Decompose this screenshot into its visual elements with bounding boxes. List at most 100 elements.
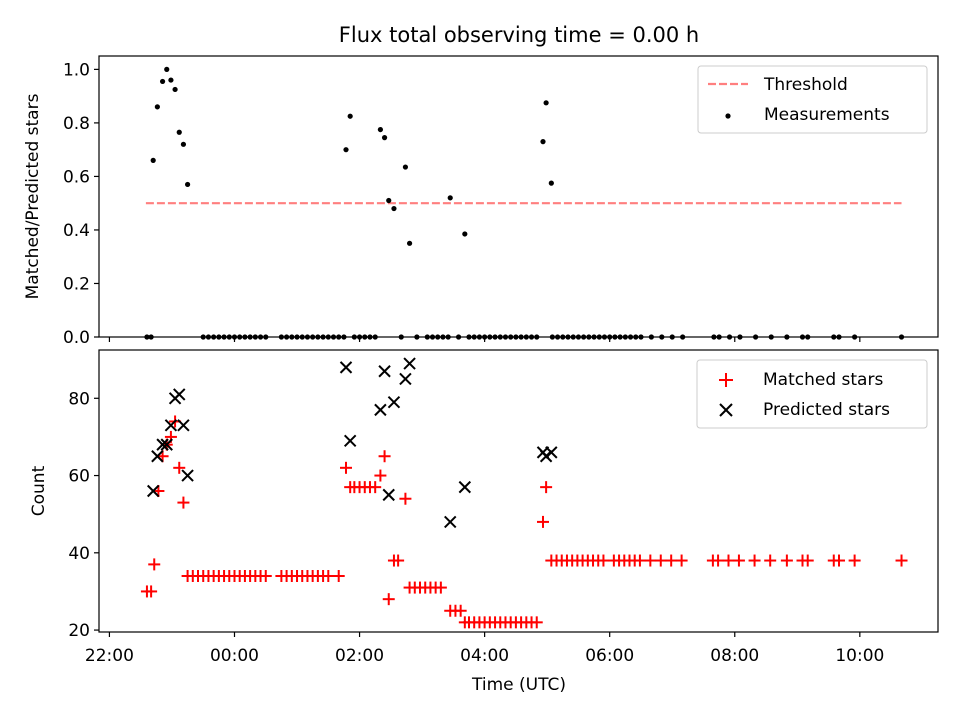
measurement-point	[377, 126, 384, 133]
bottom-x-tick-label: 22:00	[85, 646, 134, 666]
predicted-star-point	[378, 365, 391, 378]
predicted-star-point	[160, 438, 173, 451]
matched-star-point	[259, 569, 272, 582]
bottom-y-tick-label: 20	[68, 621, 90, 641]
matched-star-point	[148, 558, 161, 571]
matched-star-point	[732, 554, 745, 567]
matched-star-point	[722, 554, 735, 567]
predicted-star-point	[156, 438, 169, 451]
legend-measurements-label: Measurements	[764, 105, 890, 125]
predicted-star-point	[382, 488, 395, 502]
predicted-star-point	[403, 357, 416, 370]
top-y-axis: 0.0 0.2 0.4 0.6 0.8 1.0	[63, 60, 99, 348]
measurement-point	[164, 66, 170, 72]
measurement-point	[406, 240, 413, 246]
legend-matched-swatch	[719, 373, 733, 387]
bottom-x-axis-label: Time (UTC)	[471, 675, 566, 695]
predicted-star-point	[151, 450, 164, 463]
measurement-point	[381, 135, 388, 141]
bottom-x-tick-label: 04:00	[460, 646, 509, 666]
legend-matched-label: Matched stars	[763, 370, 883, 390]
matched-star-point	[848, 554, 861, 567]
bottom-plot-area	[140, 357, 908, 629]
predicted-star-point	[146, 484, 160, 498]
predicted-star-point	[387, 395, 401, 409]
top-y-tick-label: 0.0	[63, 328, 90, 348]
matched-star-point	[712, 554, 725, 567]
matched-star-point	[399, 492, 412, 505]
matched-star-point	[748, 554, 761, 567]
matched-star-point	[173, 461, 186, 474]
legend-predicted-label: Predicted stars	[763, 400, 890, 420]
measurement-point	[391, 205, 397, 212]
matched-star-point	[374, 469, 387, 482]
matched-star-point	[644, 554, 657, 567]
top-y-tick-label: 0.4	[63, 221, 90, 241]
matched-star-point	[895, 554, 908, 567]
matched-star-point	[434, 581, 447, 594]
top-y-tick-label: 1.0	[63, 60, 90, 80]
bottom-y-axis-label: Count	[29, 465, 49, 516]
measurement-point	[343, 147, 349, 153]
matched-star-point	[540, 481, 553, 494]
bottom-x-tick-label: 00:00	[210, 646, 259, 666]
top-y-tick-label: 0.8	[63, 114, 90, 134]
matched-star-point	[332, 569, 345, 582]
top-y-tick-label: 0.6	[63, 167, 90, 187]
matched-star-point	[145, 585, 158, 598]
bottom-x-tick-label: 02:00	[335, 646, 384, 666]
measurement-point	[154, 104, 160, 110]
bottom-x-tick-label: 10:00	[835, 646, 884, 666]
matched-star-point	[832, 554, 845, 567]
measurement-point	[176, 129, 182, 135]
bottom-axes-frame	[98, 349, 939, 633]
legend-threshold-label: Threshold	[763, 75, 848, 95]
measurement-point	[168, 77, 174, 83]
matched-star-point	[177, 496, 190, 509]
bottom-x-tick-label: 06:00	[585, 646, 634, 666]
measurement-point	[543, 100, 549, 106]
top-legend: Threshold Measurements	[697, 65, 928, 134]
measurement-point	[447, 195, 453, 201]
measurement-point	[172, 86, 178, 93]
measurement-point	[402, 164, 409, 170]
top-legend-box	[697, 65, 928, 134]
matched-star-point	[665, 554, 678, 567]
matched-star-point	[530, 616, 543, 629]
measurement-point	[548, 180, 554, 186]
matched-star-point	[378, 450, 391, 463]
bottom-x-axis: 22:00 00:00 02:00 04:00 06:00 08:00 10:00	[85, 632, 884, 666]
matched-star-point	[454, 604, 467, 617]
predicted-star-point	[399, 372, 412, 386]
matched-star-point	[597, 554, 610, 567]
predicted-star-point	[545, 446, 558, 459]
predicted-star-point	[173, 388, 186, 401]
top-x-ticks	[108, 337, 861, 342]
predicted-star-point	[177, 419, 190, 432]
bottom-legend-box	[696, 359, 928, 429]
matched-star-point	[536, 515, 549, 528]
measurement-point	[184, 181, 191, 188]
matched-star-point	[764, 554, 777, 567]
measurement-point	[462, 231, 468, 237]
matched-star-point	[392, 554, 405, 567]
top-y-tick-label: 0.2	[63, 274, 90, 294]
predicted-star-point	[458, 480, 472, 494]
matched-star-point	[801, 554, 814, 567]
matched-star-point	[340, 461, 353, 474]
bottom-y-axis: 20 40 60 80	[68, 389, 99, 641]
top-y-axis-label: Matched/Predicted stars	[23, 93, 43, 299]
bottom-y-tick-label: 40	[68, 544, 90, 564]
bottom-legend: Matched stars Predicted stars	[696, 359, 928, 429]
bottom-x-tick-label: 08:00	[710, 646, 759, 666]
matched-star-point	[780, 554, 793, 567]
top-axes-frame	[98, 55, 939, 338]
matched-star-point	[369, 481, 382, 494]
matched-star-point	[382, 593, 395, 606]
predicted-star-point	[339, 361, 353, 374]
matched-star-point	[675, 554, 688, 567]
predicted-star-point	[444, 515, 457, 529]
predicted-star-point	[164, 419, 178, 432]
measurement-point	[386, 197, 392, 204]
predicted-star-point	[181, 469, 194, 482]
